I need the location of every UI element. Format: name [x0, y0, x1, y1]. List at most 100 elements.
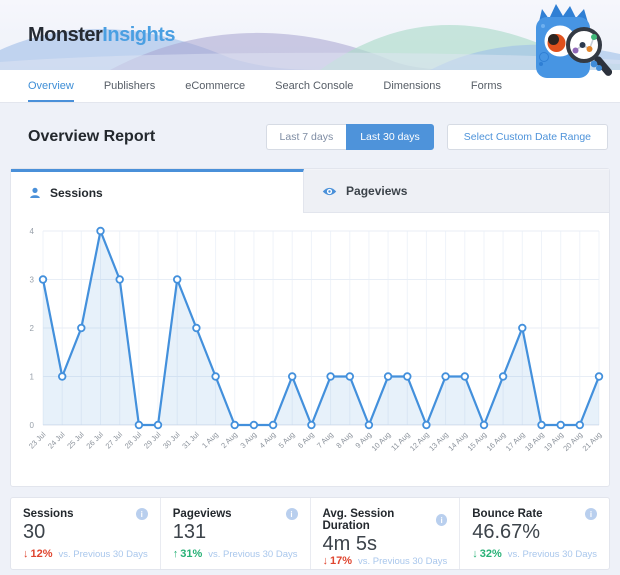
- data-point[interactable]: [38, 275, 48, 284]
- select-custom-date-range-button[interactable]: Select Custom Date Range: [446, 123, 608, 150]
- app-header: MonsterInsights: [0, 0, 620, 78]
- nav-item-dimensions[interactable]: Dimensions: [383, 80, 441, 92]
- svg-text:11 Aug: 11 Aug: [389, 430, 411, 452]
- data-point[interactable]: [498, 372, 508, 381]
- svg-text:2: 2: [30, 324, 35, 333]
- svg-text:30 Jul: 30 Jul: [161, 430, 182, 451]
- data-point[interactable]: [575, 420, 584, 430]
- stat-label: Bounce Rate: [472, 508, 543, 520]
- svg-text:23 Jul: 23 Jul: [27, 430, 48, 451]
- data-point[interactable]: [307, 420, 316, 430]
- trend-percent: 32%: [479, 548, 502, 560]
- comparison-label: vs. Previous 30 Days: [58, 549, 148, 560]
- data-point[interactable]: [594, 372, 604, 381]
- data-point[interactable]: [192, 323, 201, 333]
- trend-arrow-icon: ↓: [472, 548, 478, 560]
- data-point[interactable]: [326, 372, 335, 381]
- svg-text:29 Jul: 29 Jul: [142, 430, 163, 451]
- data-point[interactable]: [422, 420, 431, 430]
- trend-indicator: ↓ 12%: [23, 548, 53, 560]
- svg-text:31 Jul: 31 Jul: [180, 430, 201, 451]
- data-point[interactable]: [288, 372, 297, 381]
- last-7-days-button[interactable]: Last 7 days: [265, 123, 347, 150]
- stat-card-avg-session-duration: Avg. Session Duration i 4m 5s ↓ 17% vs. P…: [311, 498, 461, 569]
- nav-item-search-console[interactable]: Search Console: [275, 80, 354, 92]
- svg-text:8 Aug: 8 Aug: [334, 430, 354, 450]
- trend-indicator: ↓ 32%: [472, 548, 502, 560]
- data-point[interactable]: [268, 420, 278, 430]
- data-point[interactable]: [249, 420, 259, 430]
- comparison-label: vs. Previous 30 Days: [358, 556, 448, 567]
- data-point[interactable]: [345, 372, 354, 381]
- stat-value: 131: [172, 521, 207, 543]
- info-icon[interactable]: i: [285, 508, 298, 520]
- data-point[interactable]: [364, 420, 374, 430]
- nav-item-forms[interactable]: Forms: [470, 80, 503, 92]
- trend-arrow-icon: ↑: [172, 548, 179, 560]
- info-icon[interactable]: i: [135, 508, 148, 520]
- nav-item-overview[interactable]: Overview: [28, 70, 74, 102]
- data-point[interactable]: [479, 420, 489, 430]
- stat-label: Avg. Session Duration: [322, 508, 395, 532]
- svg-text:14 Aug: 14 Aug: [446, 430, 469, 453]
- svg-text:25 Jul: 25 Jul: [65, 430, 86, 451]
- data-point[interactable]: [115, 275, 124, 284]
- data-point[interactable]: [172, 275, 182, 284]
- monsterinsights-logo: MonsterInsights: [28, 24, 175, 47]
- report-toolbar: Overview Report Last 7 days Last 30 days…: [28, 123, 608, 150]
- data-point[interactable]: [134, 420, 144, 430]
- data-point[interactable]: [58, 372, 67, 381]
- stat-label: Pageviews: [172, 508, 232, 520]
- trend-arrow-icon: ↓: [23, 548, 29, 560]
- nav-item-publishers[interactable]: Publishers: [103, 80, 156, 92]
- data-point[interactable]: [403, 372, 412, 381]
- data-point[interactable]: [556, 420, 565, 430]
- stat-label: Sessions: [23, 508, 74, 520]
- tab-sessions[interactable]: Sessions: [11, 169, 305, 213]
- stat-value: 30: [23, 521, 46, 543]
- svg-text:10 Aug: 10 Aug: [370, 430, 393, 453]
- data-point[interactable]: [460, 372, 469, 381]
- trend-percent: 31%: [180, 548, 203, 560]
- info-icon[interactable]: i: [436, 514, 448, 526]
- data-point[interactable]: [518, 323, 527, 333]
- svg-text:28 Jul: 28 Jul: [123, 430, 144, 451]
- svg-text:12 Aug: 12 Aug: [408, 430, 431, 453]
- svg-text:1 Aug: 1 Aug: [200, 430, 220, 450]
- svg-text:16 Aug: 16 Aug: [485, 430, 508, 453]
- data-point[interactable]: [383, 372, 393, 381]
- trend-percent: 12%: [30, 548, 53, 560]
- summary-stats-card: Sessions i 30 ↓ 12% vs. Previous 30 Days …: [10, 497, 610, 570]
- svg-text:13 Aug: 13 Aug: [427, 430, 450, 453]
- sessions-chart-area[interactable]: 0 1 2 3 4 23 Jul 24 Jul 25 Jul 26 Jul 27 Jul 28 Ju…: [11, 213, 609, 486]
- header-waves-decoration: [0, 25, 620, 70]
- svg-text:15 Aug: 15 Aug: [465, 430, 488, 453]
- svg-text:26 Jul: 26 Jul: [84, 430, 105, 451]
- chart-metric-tabs: Sessions Pageviews: [11, 169, 609, 213]
- data-point[interactable]: [441, 372, 450, 381]
- stat-card-sessions: Sessions i 30 ↓ 12% vs. Previous 30 Days: [11, 498, 161, 569]
- data-point[interactable]: [230, 420, 239, 430]
- logo-text-monster: Monster: [28, 24, 103, 46]
- page-title: Overview Report: [28, 127, 156, 145]
- data-point[interactable]: [537, 420, 546, 430]
- svg-text:3 Aug: 3 Aug: [238, 430, 258, 450]
- tab-pageviews-label: Pageviews: [346, 184, 408, 198]
- svg-text:24 Jul: 24 Jul: [46, 430, 67, 451]
- person-icon: [30, 187, 40, 198]
- svg-text:4 Aug: 4 Aug: [258, 430, 278, 450]
- data-point[interactable]: [77, 323, 86, 333]
- trend-arrow-icon: ↓: [322, 555, 329, 567]
- trend-percent: 17%: [330, 555, 353, 567]
- comparison-label: vs. Previous 30 Days: [208, 549, 298, 560]
- data-point[interactable]: [211, 372, 220, 381]
- stat-value: 46.67%: [472, 521, 541, 543]
- last-30-days-button[interactable]: Last 30 days: [346, 123, 434, 150]
- nav-item-ecommerce[interactable]: eCommerce: [185, 80, 246, 92]
- tab-pageviews[interactable]: Pageviews: [304, 169, 609, 213]
- stat-value: 4m 5s: [322, 533, 377, 555]
- data-point[interactable]: [153, 420, 163, 430]
- info-icon[interactable]: i: [585, 508, 597, 520]
- data-point[interactable]: [96, 226, 105, 236]
